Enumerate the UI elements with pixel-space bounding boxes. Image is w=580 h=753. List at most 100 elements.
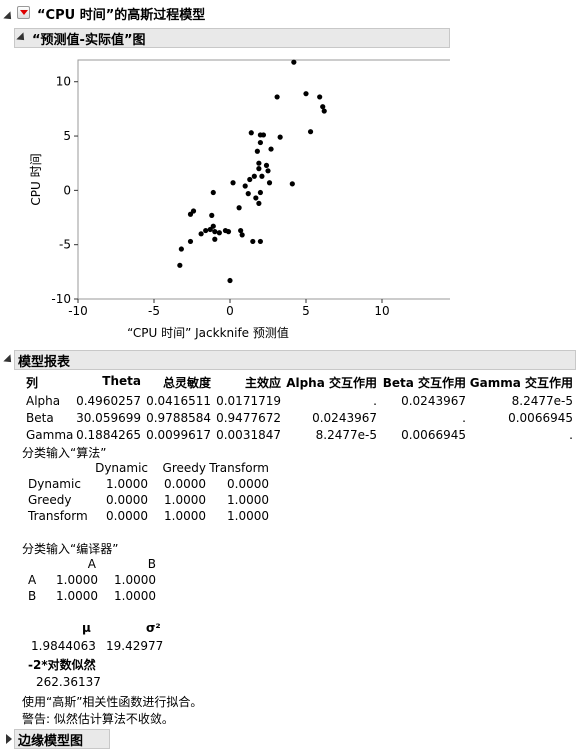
table-cell: . <box>373 394 377 408</box>
data-point <box>245 191 251 197</box>
table-cell: 0.0243967 <box>312 411 377 425</box>
x-tick-label: 5 <box>302 304 310 318</box>
data-point <box>236 205 242 211</box>
data-point <box>254 148 260 154</box>
table-cell: 0.0416511 <box>146 394 211 408</box>
table-cell: 0.0066945 <box>508 411 573 425</box>
table-cell: 0.0243967 <box>401 394 466 408</box>
cat1-cell: 0.0000 <box>106 493 148 507</box>
red-triangle-menu-icon[interactable] <box>17 6 30 19</box>
data-point <box>239 232 245 238</box>
outline-toggle-icon[interactable] <box>3 9 15 23</box>
warning-note: 警告: 似然估计算法不收敛。 <box>22 712 174 726</box>
cat1-row-label: Dynamic <box>28 477 81 491</box>
sigma-label: σ² <box>146 621 161 635</box>
data-point <box>263 162 270 168</box>
model-report-table: 列 Theta 总灵敏度 主效应 Alpha 交互作用 Beta 交互作用 Ga… <box>0 372 580 447</box>
table-cell: 0.1884265 <box>76 428 141 442</box>
col-header: 列 <box>26 376 39 390</box>
data-point <box>242 183 248 189</box>
plot-section-header[interactable]: “预测值-实际值”图 <box>14 28 450 48</box>
table-cell: . <box>462 411 466 425</box>
data-point <box>203 227 209 234</box>
x-tick-label: 10 <box>374 304 389 318</box>
cat1-col: Transform <box>209 461 269 475</box>
data-point <box>251 173 257 179</box>
y-axis-label: CPU 时间 <box>29 153 43 205</box>
data-point <box>256 200 262 206</box>
loglik-label: -2*对数似然 <box>28 658 96 672</box>
disclosure-icon[interactable] <box>3 354 15 366</box>
table-cell: . <box>569 428 573 442</box>
col-header: Theta <box>102 374 141 388</box>
data-point <box>210 223 216 229</box>
data-point <box>230 180 236 186</box>
col-header: Beta 交互作用 <box>382 376 466 390</box>
data-point <box>210 189 216 196</box>
cat2-cell: 1.0000 <box>114 573 156 587</box>
data-point <box>265 168 271 174</box>
x-tick-label: 0 <box>226 304 234 318</box>
table-cell: 0.9788584 <box>146 411 211 425</box>
data-point <box>227 277 233 284</box>
table-cell: 0.0099617 <box>146 428 211 442</box>
cat1-col: Greedy <box>162 461 206 475</box>
cat1-cell: 0.0000 <box>227 477 269 491</box>
cat1-cell: 1.0000 <box>227 493 269 507</box>
x-axis-label: “CPU 时间” Jackknife 预测值 <box>127 325 289 340</box>
cat1-cell: 0.0000 <box>164 477 206 491</box>
y-tick-label: 5 <box>63 129 71 143</box>
cat2-cell: 1.0000 <box>56 573 98 587</box>
disclosure-icon[interactable] <box>16 32 28 44</box>
data-point <box>187 238 194 245</box>
col-header: 总灵敏度 <box>162 376 211 390</box>
table-cell: 8.2477e-5 <box>511 394 573 408</box>
report-title: “CPU 时间”的高斯过程模型 <box>37 8 206 23</box>
table-cell: 0.4960257 <box>76 394 141 408</box>
model-report-header[interactable]: 模型报表 <box>3 350 576 370</box>
data-point <box>190 208 197 214</box>
cat1-cell: 1.0000 <box>164 493 206 507</box>
margin-model-title: 边缘模型图 <box>18 733 84 749</box>
data-point <box>289 181 295 187</box>
scatter-plot-svg: -10 -5 0 5 10 10 5 0 -5 -10 “CPU 时间” Jackknife 预测值… <box>29 59 459 340</box>
y-tick-label: 10 <box>56 75 71 89</box>
data-point <box>238 227 244 234</box>
cat1-row-label: Greedy <box>28 493 72 507</box>
col-header: Gamma 交互作用 <box>469 376 573 390</box>
cat2-cell: 1.0000 <box>114 589 156 603</box>
y-tick-label: -10 <box>51 292 71 306</box>
table-cell: 0.9477672 <box>216 411 281 425</box>
data-point <box>317 94 323 100</box>
data-point <box>207 226 213 233</box>
data-point <box>256 160 262 166</box>
data-point <box>274 94 280 100</box>
y-tick-label: -5 <box>59 238 71 252</box>
data-point <box>247 176 253 183</box>
data-point <box>256 166 262 172</box>
mu-label: μ <box>82 621 91 635</box>
margin-model-header[interactable]: 边缘模型图 <box>6 729 110 749</box>
data-point <box>303 91 309 97</box>
cat2-col: B <box>147 557 156 571</box>
cat1-cell: 1.0000 <box>164 509 206 523</box>
table-cell: 0.0031847 <box>216 428 281 442</box>
loglik-value: 262.36137 <box>36 675 101 689</box>
disclosure-icon[interactable] <box>6 734 12 744</box>
cat1-col: Dynamic <box>95 461 148 475</box>
fit-note: 使用“高斯”相关性函数进行拟合。 <box>22 695 203 709</box>
mu-value: 1.9844063 <box>31 639 96 653</box>
cat2-row-label: B <box>28 589 37 603</box>
cat1-cell: 0.0000 <box>106 509 148 523</box>
x-tick-label: -5 <box>148 304 160 318</box>
table-cell: 0.0066945 <box>401 428 466 442</box>
data-point <box>257 189 263 196</box>
data-point <box>253 195 259 201</box>
table-cell: 30.059699 <box>76 411 141 425</box>
data-point <box>257 238 263 245</box>
sigma-value: 19.42977 <box>106 639 164 653</box>
data-point <box>178 246 184 252</box>
report-header: “CPU 时间”的高斯过程模型 <box>0 3 232 23</box>
data-point <box>257 139 263 146</box>
cat1-row-label: Transform <box>28 509 88 523</box>
